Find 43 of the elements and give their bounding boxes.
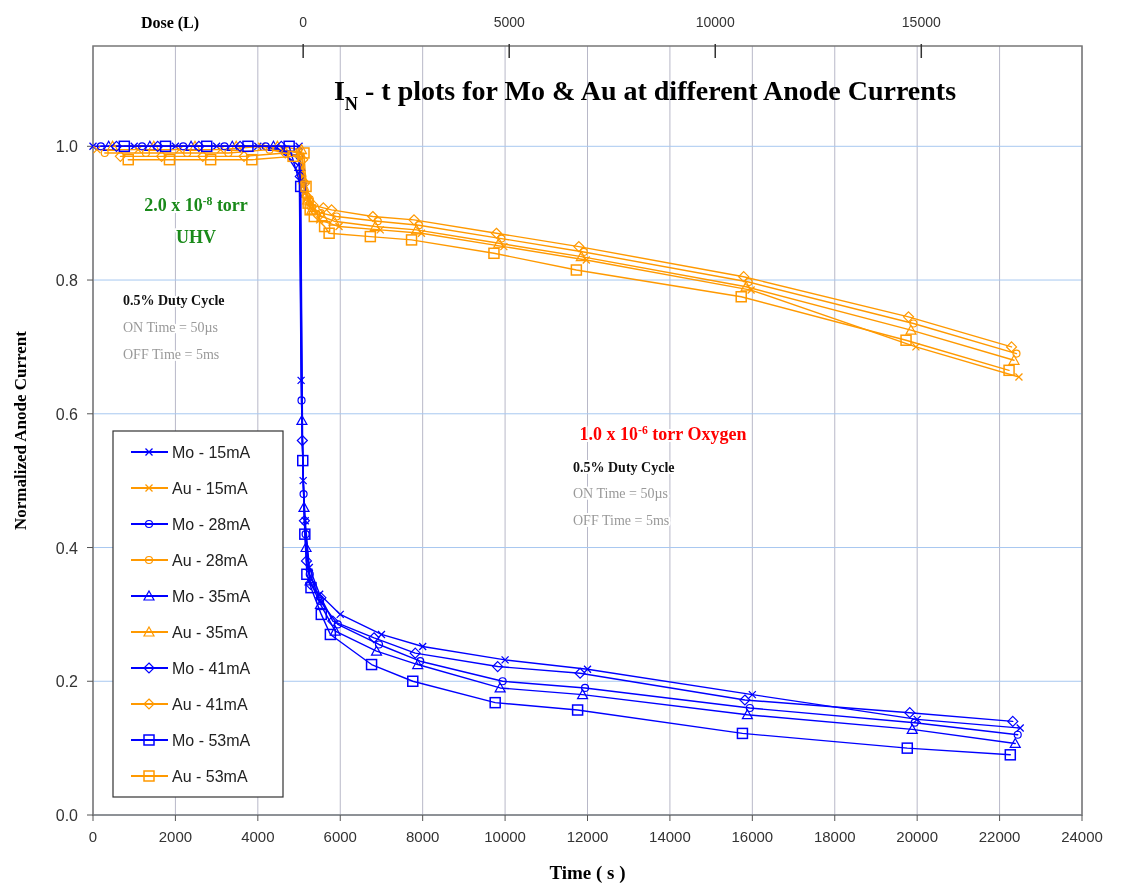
annotation: ON Time = 50µs [123,320,218,335]
x2-tick-label: 0 [299,14,308,30]
y-tick-label: 0.4 [55,539,79,557]
x-tick-label: 6000 [323,828,357,845]
x2-tick-label: 5000 [493,14,525,30]
legend-label: Au - 53mA [172,768,248,785]
legend-label: Au - 35mA [172,624,248,641]
text: I$_{N}$ - t plots for Mo & Au at different Anode Currents [333,75,957,114]
x-axis-title: Time ( s ) [549,862,626,884]
annotation: 1.0 x 10$^{-6}$ torr Oxygen [579,423,747,444]
legend-label: Au - 41mA [172,696,248,713]
x-tick-label: 0 [88,828,98,845]
x-tick-label: 10000 [484,828,526,845]
x-tick-label: 18000 [813,828,856,845]
x-tick-label: 20000 [896,828,939,845]
x-tick-label: 14000 [649,828,691,845]
annotation: 0.5% Duty Cycle [573,460,675,475]
y-tick-label: 1.0 [55,138,79,156]
y-tick-label: 0.2 [55,673,79,691]
y-tick-label: 0.8 [55,272,79,290]
legend-label: Au - 28mA [172,552,248,569]
x-tick-label: 4000 [241,828,275,845]
legend-label: Mo - 15mA [172,444,251,461]
y-tick-label: 0.0 [55,807,79,824]
y-tick-label: 0.6 [55,405,79,423]
x2-tick-label: 15000 [901,14,941,30]
annotation: 2.0 x 10$^{-8}$ torr [144,194,248,215]
x-tick-label: 8000 [405,828,440,845]
x2-tick-label: 10000 [695,14,735,30]
legend-label: Au - 15mA [172,480,248,497]
x-tick-label: 16000 [731,828,774,845]
legend-label: Mo - 28mA [172,516,251,533]
legend-label: Mo - 35mA [172,588,251,605]
x-tick-label: 2000 [158,828,193,845]
x-tick-label: 22000 [978,828,1021,845]
annotation: UHV [176,227,216,247]
y-axis-title: Normalized Anode Current [11,330,30,530]
legend-label: Mo - 41mA [172,660,251,677]
x-tick-label: 12000 [566,828,609,845]
annotation: 0.5% Duty Cycle [123,293,225,308]
x2-axis-title: Dose (L) [140,14,200,32]
x-tick-label: 24000 [1061,828,1103,845]
legend-label: Mo - 53mA [172,732,251,749]
